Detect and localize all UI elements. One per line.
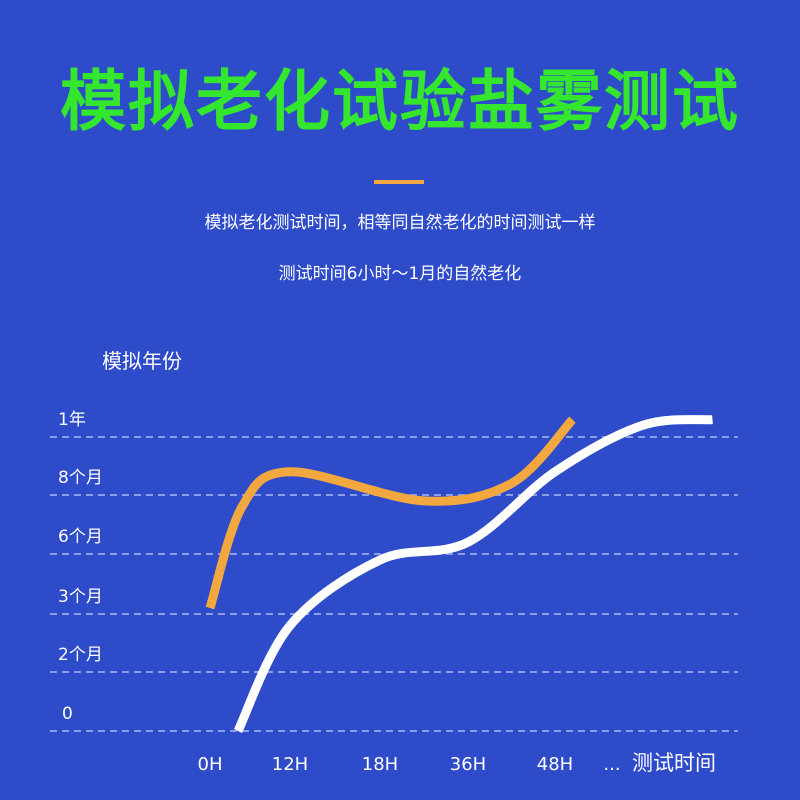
x-axis-label: 测试时间 bbox=[632, 751, 716, 775]
description-line-1: 模拟老化测试时间，相等同自然老化的时间测试一样 bbox=[204, 213, 596, 233]
y-tick-label: 3个月 bbox=[58, 587, 103, 607]
description-line-2: 测试时间6小时～1月的自然老化 bbox=[278, 264, 522, 284]
page-title: 模拟老化试验盐雾测试 bbox=[60, 63, 740, 140]
y-axis-label: 模拟年份 bbox=[102, 349, 182, 373]
x-tick-label: 48H bbox=[537, 754, 573, 775]
y-tick-label: 8个月 bbox=[58, 468, 103, 488]
series-line-white bbox=[233, 415, 713, 733]
accent-divider bbox=[374, 180, 424, 184]
y-tick-label: 0 bbox=[62, 704, 73, 724]
y-tick-label: 6个月 bbox=[58, 527, 103, 547]
x-tick-label: 36H bbox=[450, 754, 486, 775]
y-tick-label: 2个月 bbox=[58, 645, 103, 665]
x-axis-ellipsis: ... bbox=[603, 754, 620, 775]
y-tick-label: 1年 bbox=[58, 410, 86, 430]
series-line-orange bbox=[205, 416, 576, 610]
x-tick-label: 0H bbox=[198, 754, 223, 775]
x-tick-label: 18H bbox=[362, 754, 398, 775]
x-tick-label: 12H bbox=[272, 754, 308, 775]
